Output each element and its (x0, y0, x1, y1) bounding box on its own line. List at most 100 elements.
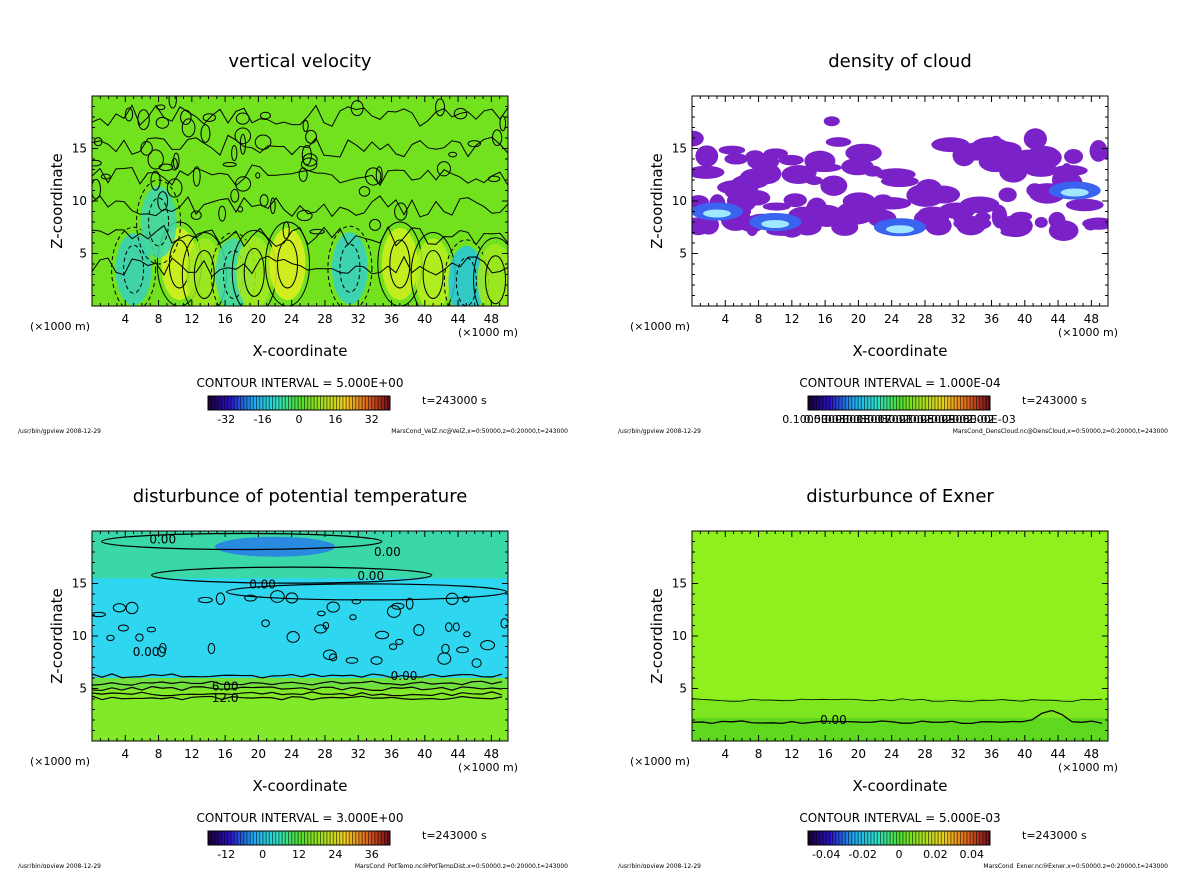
contour-line (135, 633, 144, 642)
x-tick-label: 24 (284, 747, 299, 761)
contour-line (136, 179, 182, 265)
x-tick-label: 28 (317, 312, 332, 326)
contour-line (322, 649, 337, 660)
x-tick-label: 12 (184, 747, 199, 761)
x-tick-label: 16 (217, 747, 232, 761)
x-tick-label: 40 (417, 312, 432, 326)
contour-line (112, 603, 126, 613)
x-tick-label: 4 (121, 747, 129, 761)
cold-pocket (215, 536, 336, 557)
contour-line (222, 161, 237, 168)
x-tick-label: 44 (1050, 312, 1065, 326)
contour-line (92, 685, 503, 692)
y-tick-label: 10 (72, 194, 87, 208)
contour-line (467, 140, 482, 148)
colorbar-tick-label: 0.02 (923, 848, 948, 861)
x-tick-label: 8 (155, 312, 163, 326)
cloud-patch (874, 194, 892, 205)
plot-area (92, 96, 508, 306)
x-unit-right: (×1000 m) (1058, 326, 1118, 339)
x-tick-label: 44 (450, 747, 465, 761)
contour-line (405, 597, 414, 610)
plot-area (92, 531, 508, 741)
contour-line (215, 592, 226, 605)
y-axis-label: Z-coordinate (48, 588, 66, 683)
contour-line (480, 640, 496, 651)
x-tick-label: 48 (1084, 312, 1099, 326)
contour-line (92, 224, 508, 248)
x-tick-label: 36 (384, 747, 399, 761)
contour-line (471, 658, 482, 668)
contour-line (692, 698, 1103, 702)
contour-line (111, 226, 157, 306)
cloud-patch (975, 212, 991, 222)
cloud-patch (1010, 211, 1033, 222)
contour-line (301, 144, 312, 166)
colorbar-tick-label: 0.2900E-02 (931, 413, 994, 426)
cloud-patch (1096, 147, 1108, 160)
contour-interval: CONTOUR INTERVAL = 1.000E-04 (799, 376, 1000, 390)
contour-line (339, 243, 361, 293)
contour-line (235, 176, 252, 192)
contour-line (243, 247, 265, 297)
contour-line (117, 624, 129, 632)
contour-line (445, 592, 459, 606)
cloud-core (702, 209, 731, 218)
cloud-core (1060, 188, 1089, 197)
contour-line (225, 583, 508, 601)
cloud-patch (806, 163, 842, 173)
y-tick-label: 5 (79, 682, 87, 696)
contour-line (422, 250, 444, 299)
y-tick-label: 15 (672, 142, 687, 156)
colorbar-tick-label: -12 (217, 848, 235, 861)
contour-line (388, 643, 398, 650)
x-tick-label: 20 (851, 312, 866, 326)
contour-line (259, 111, 271, 120)
contour-line (158, 163, 174, 172)
cloud-patch (927, 185, 961, 204)
contour-line (197, 596, 213, 604)
cloud-patch (880, 175, 919, 187)
colorbar-tick-label: 0 (296, 413, 303, 426)
footer-left: /usr/bin/gpview 2008-12-29 (618, 863, 701, 868)
colorbar-tick-label: -32 (217, 413, 235, 426)
x-tick-label: 4 (121, 312, 129, 326)
x-tick-label: 8 (155, 747, 163, 761)
contour-line (327, 225, 373, 306)
contour-line (92, 134, 508, 158)
contour-line (394, 202, 408, 221)
contour-line (146, 626, 157, 633)
updraft-cell (415, 238, 452, 306)
y-tick-label: 5 (79, 247, 87, 261)
x-tick-label: 32 (351, 747, 366, 761)
contour-line (463, 631, 471, 638)
cloud-patch (978, 151, 1013, 173)
colorbar-tick-label: 0.5000E-03 (804, 413, 867, 426)
colorbar-frame (807, 830, 991, 846)
cloud-patch (998, 187, 1017, 203)
cloud-patch (783, 193, 807, 208)
x-tick-label: 36 (984, 312, 999, 326)
x-tick-label: 48 (484, 747, 499, 761)
x-tick-label: 28 (917, 747, 932, 761)
contour-line (453, 107, 468, 120)
plot-area (692, 96, 1108, 306)
cloud-patch (762, 202, 791, 211)
cloud-patch (1023, 128, 1047, 150)
contour-line (349, 614, 357, 621)
chart-title: density of cloud (828, 51, 972, 72)
x-tick-label: 44 (450, 312, 465, 326)
contour-label: 0.00 (374, 545, 401, 559)
cloud-patch (841, 158, 874, 176)
contour-line (150, 170, 161, 191)
chart-title: disturbunce of Exner (806, 486, 994, 507)
warm-layer (92, 688, 508, 741)
contour-line (159, 642, 167, 654)
contour-line (234, 127, 252, 145)
contour-line (92, 673, 503, 679)
contour-line (370, 656, 383, 665)
colorbar-tick-label: 0.9000E-03 (825, 413, 888, 426)
colorbar-divisions (208, 396, 390, 410)
